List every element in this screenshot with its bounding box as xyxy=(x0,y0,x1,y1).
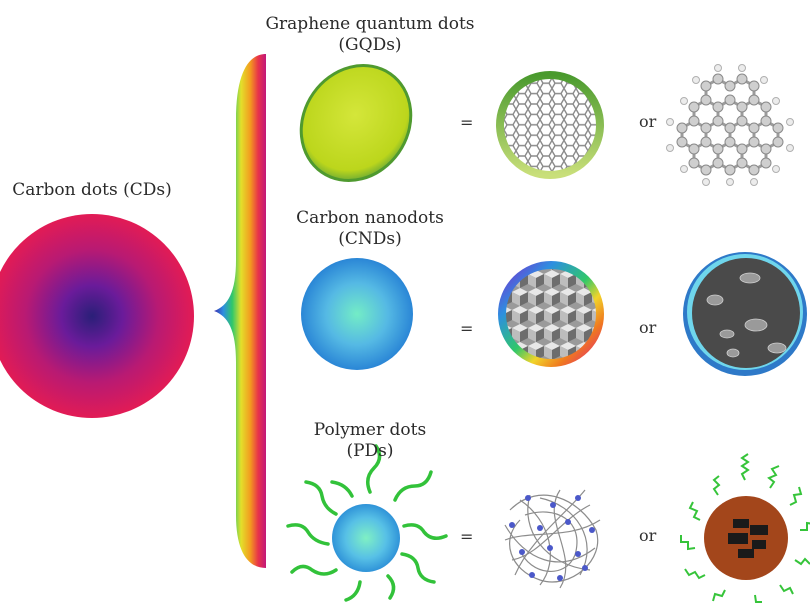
graphene-hydrogens xyxy=(666,64,794,186)
cnd-abbrev-label: (CNDs) xyxy=(338,229,402,249)
gqd-abbrev-label: (GQDs) xyxy=(338,35,402,55)
pd-name-label: Polymer dots xyxy=(313,420,427,440)
gqd-name-label: Graphene quantum dots xyxy=(265,14,475,34)
graphene-atoms xyxy=(676,73,784,176)
pd-or-label: or xyxy=(639,526,657,545)
carbon-dot-sphere xyxy=(0,214,194,418)
entangled-polymer-network xyxy=(502,487,602,589)
cnd-ring xyxy=(498,261,604,367)
pd-abbrev-label: (PDs) xyxy=(346,441,394,461)
gqd-or-label: or xyxy=(639,112,657,131)
amorphous-core-particle xyxy=(683,252,807,376)
carbon-dots-label: Carbon dots (CDs) xyxy=(12,180,172,200)
cnd-or-label: or xyxy=(639,318,657,337)
polymer-dot-core xyxy=(332,504,400,572)
cnd-sphere xyxy=(301,258,413,370)
gqd-ring xyxy=(496,71,604,179)
gqd-disc xyxy=(299,64,413,182)
cnd-equals-sign: = xyxy=(460,319,474,338)
pd-equals-sign: = xyxy=(460,527,474,546)
core-shell-particle xyxy=(680,453,810,603)
polymer-strands xyxy=(286,444,448,602)
cnd-name-label: Carbon nanodots xyxy=(296,208,444,228)
gqd-equals-sign: = xyxy=(460,113,474,132)
rainbow-brace xyxy=(214,54,266,568)
